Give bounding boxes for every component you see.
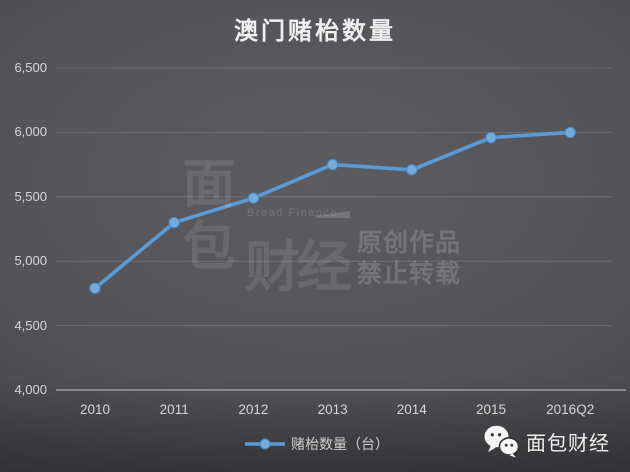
footer-brand: 面包财经: [483, 424, 610, 458]
y-tick-label: 6,500: [14, 60, 47, 75]
x-tick-label: 2015: [475, 402, 507, 417]
data-point-2014: [406, 164, 418, 176]
x-tick-label: 2012: [238, 402, 269, 417]
x-axis-labels: 2010 2011 2012 2013 2014 2015 2016Q2: [0, 402, 630, 422]
data-line: [93, 130, 573, 291]
data-point-2013: [326, 158, 339, 171]
legend-line-marker: [245, 438, 285, 450]
x-tick-label: 2011: [159, 402, 189, 417]
y-axis-labels: 4,000 4,500 5,000 5,500 6,000 6,500: [0, 0, 47, 472]
data-point-2015: [485, 131, 497, 144]
legend-label: 赌枱数量（台）: [291, 436, 389, 452]
data-point-2012: [247, 192, 260, 204]
chart-title: 澳门赌枱数量: [234, 18, 396, 45]
x-tick-label: 2014: [396, 402, 427, 417]
y-tick-label: 5,000: [14, 253, 47, 269]
x-tick-label: 2016Q2: [546, 402, 595, 417]
y-tick-label: 6,000: [14, 124, 47, 140]
data-point-2010: [89, 282, 101, 294]
y-tick-label: 4,000: [14, 382, 47, 397]
footer-brand-text: 面包财经: [526, 432, 610, 455]
x-tick-label: 2010: [79, 402, 111, 417]
y-tick-label: 4,500: [14, 317, 47, 333]
y-tick-label: 5,500: [14, 188, 47, 204]
legend: 赌枱数量（台）: [244, 434, 389, 454]
legend-marker-point: [259, 438, 271, 450]
wechat-icon: [484, 425, 519, 458]
x-tick-label: 2013: [317, 402, 348, 417]
data-point-2011: [168, 216, 180, 229]
data-point-2016Q2: [564, 126, 576, 139]
